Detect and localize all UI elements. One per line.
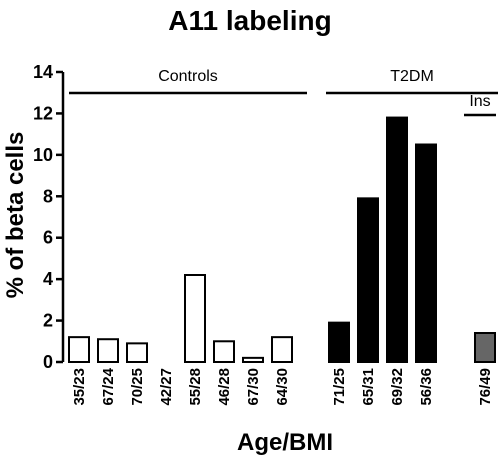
x-tick-label: 64/30	[274, 368, 291, 406]
y-tick-label: 8	[43, 186, 53, 206]
x-tick-label: 42/27	[158, 368, 175, 406]
bar	[357, 197, 379, 363]
bar	[184, 274, 206, 363]
x-tick-label: 65/31	[360, 368, 377, 406]
x-tick-label: 69/32	[389, 368, 406, 406]
y-tick-label: 2	[43, 311, 53, 331]
bar	[271, 336, 293, 363]
y-tick-label: 12	[33, 103, 53, 123]
bar	[68, 336, 90, 363]
x-tick-label: 67/24	[100, 367, 117, 405]
y-tick-label: 10	[33, 145, 53, 165]
bar	[415, 143, 437, 363]
x-tick-label: 71/25	[331, 368, 348, 406]
bar	[242, 356, 264, 364]
group-label: T2DM	[390, 68, 434, 85]
x-tick-label: 56/36	[418, 368, 435, 406]
bar	[328, 321, 350, 363]
group-label: Controls	[158, 68, 218, 85]
bar	[97, 338, 119, 364]
bar	[386, 116, 408, 363]
y-axis-label: % of beta cells	[2, 132, 29, 299]
x-tick-label: 35/23	[71, 368, 88, 406]
bar	[474, 332, 496, 363]
y-tick-label: 6	[43, 228, 53, 248]
x-tick-label: 55/28	[187, 368, 204, 406]
y-tick-label: 0	[43, 352, 53, 372]
group-label: Ins	[469, 93, 490, 110]
x-tick-label: 67/30	[245, 368, 262, 406]
y-tick-label: 4	[43, 269, 53, 289]
bar	[213, 340, 235, 363]
x-axis-label: Age/BMI	[237, 429, 333, 456]
y-tick-label: 14	[33, 62, 53, 82]
bar	[126, 342, 148, 364]
x-tick-label: 76/49	[477, 368, 494, 406]
chart-title: A11 labeling	[168, 5, 331, 36]
x-tick-label: 46/28	[216, 368, 233, 406]
x-tick-label: 70/25	[129, 368, 146, 406]
chart-marks: 0 2 4 6 8 10 12 14 35/23 67/24 70/25 42/27 55/28 46/2…	[33, 62, 498, 406]
